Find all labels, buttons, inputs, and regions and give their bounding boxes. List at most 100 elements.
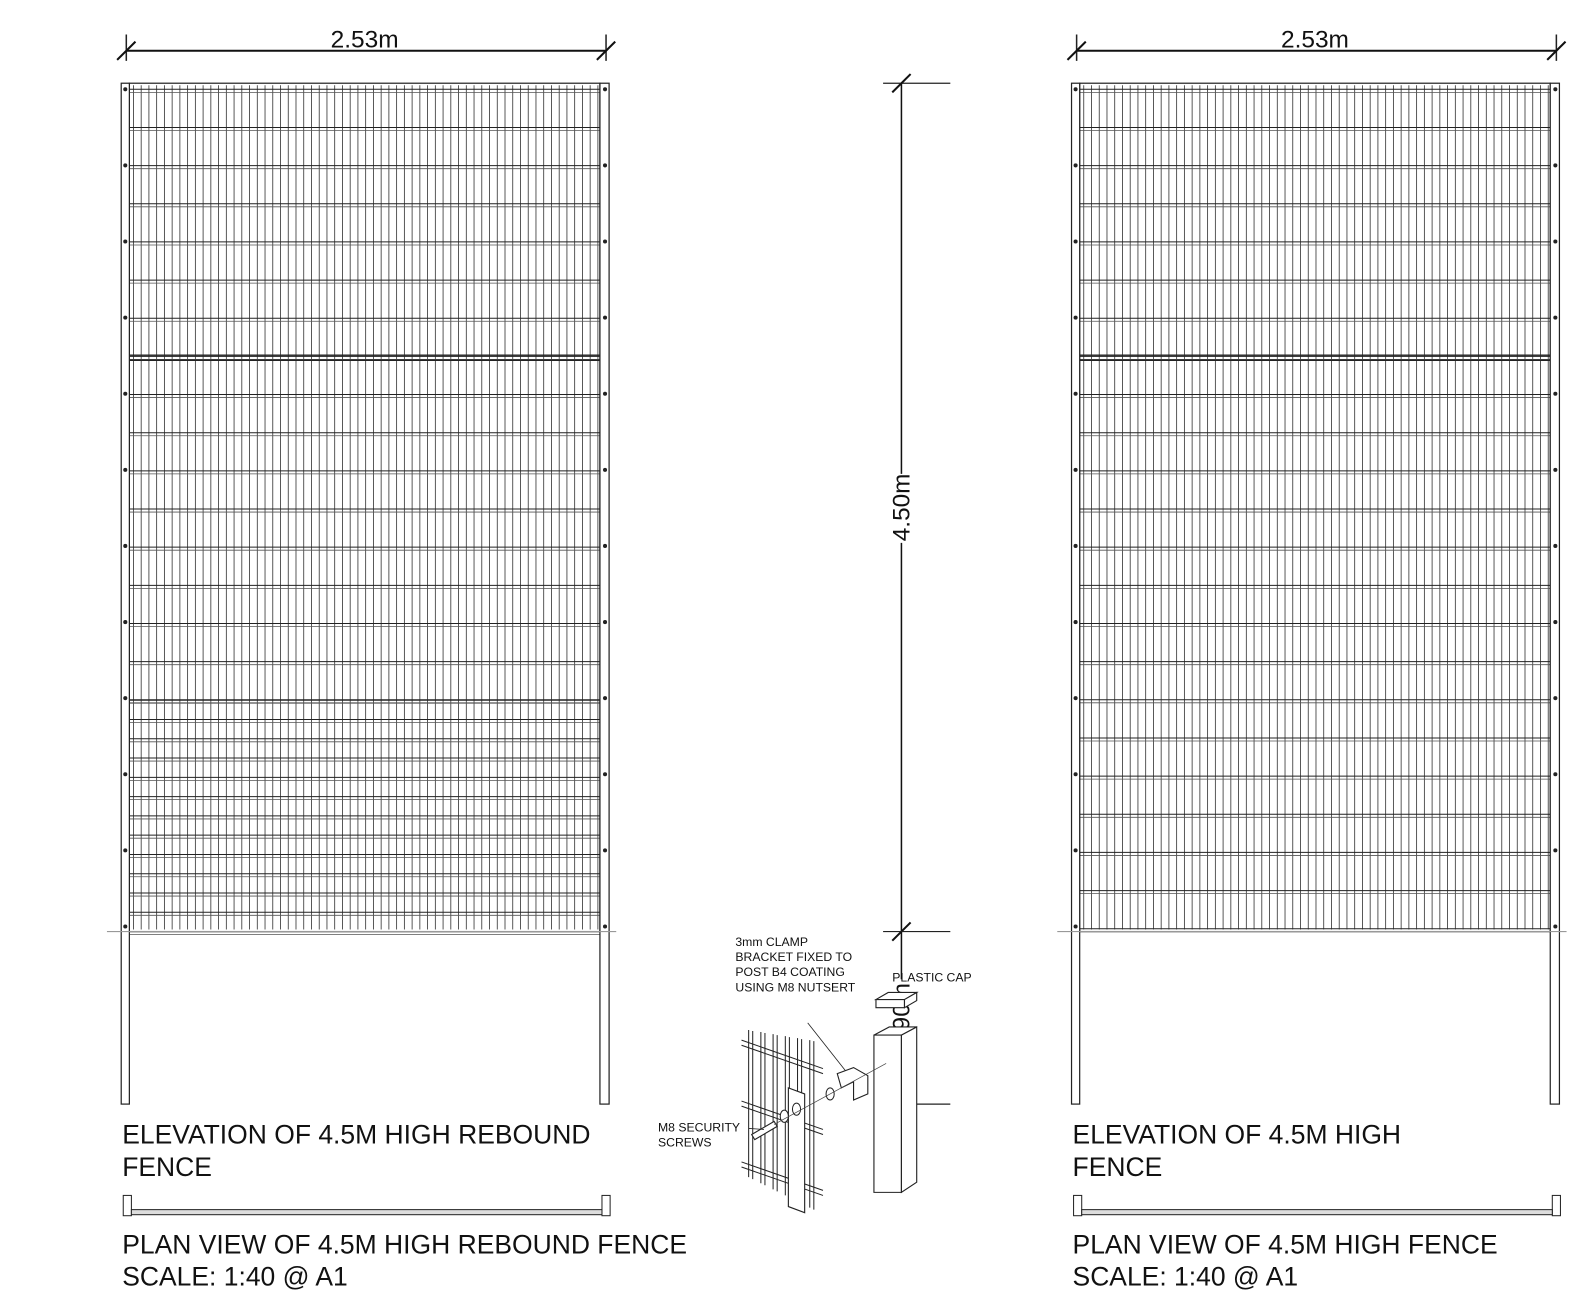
bolt [1553,163,1558,168]
bolt [602,696,608,701]
plan-post [122,1194,132,1217]
bolt [602,543,608,548]
bolt [123,772,128,777]
bolt [602,239,608,244]
detail-screw [750,1120,778,1141]
bolt [602,391,608,396]
bolt [123,315,128,320]
bolt [1073,924,1078,929]
callout-label: M8 SECURITY [658,1121,740,1135]
detail-post-side [900,1026,918,1194]
detail-mesh-wire [741,1039,824,1070]
dimension-label: 2.53m [331,27,399,54]
bolt [123,391,128,396]
plan-mesh [1081,1209,1553,1216]
bolt [1073,620,1078,625]
bolt [1553,391,1558,396]
dimension-label: 2.53m [1281,27,1349,54]
bolt [1073,315,1078,320]
plan-post [1551,1194,1561,1217]
scale-label: SCALE: 1:40 @ A1 [1073,1262,1299,1292]
bolt [1073,239,1078,244]
bolt [1073,848,1078,853]
detail-flat-bar [787,1087,806,1214]
bolt [1073,772,1078,777]
bolt [123,848,128,853]
dimension-tick [1546,40,1567,61]
leader-line [748,1128,764,1130]
dimension-tick [596,40,616,61]
detail-axis [773,1063,887,1125]
bolt [123,239,128,244]
plan-mesh [130,1209,603,1216]
bolt [602,467,608,472]
bolt [1073,543,1078,548]
bolt [602,772,608,777]
bolt [1073,467,1078,472]
callout-label: 3mm CLAMP [735,935,808,949]
elevation-title: ELEVATION OF 4.5M HIGH [1073,1120,1401,1150]
bolt [602,163,608,168]
dimension-tick [891,73,912,94]
bolt [1553,87,1558,92]
mesh-frame [1079,82,1551,933]
bolt [123,543,128,548]
dimension-label: 4.50m [889,474,916,542]
bolt [602,924,608,929]
callout-label: PLASTIC CAP [892,970,971,984]
detail-cap-side [903,991,918,1009]
plan-post [601,1194,611,1217]
dimension-tick [116,40,137,61]
bolt [123,87,128,92]
bolt [602,315,608,320]
bolt [1553,543,1558,548]
callout-label: POST B4 COATING [735,965,844,979]
detail-clamp [836,1066,869,1101]
bolt [123,696,128,701]
bolt [123,163,128,168]
elevation-title: FENCE [122,1152,212,1182]
callout-label: SCREWS [658,1136,712,1150]
post [1070,82,1081,1105]
mesh-frame [128,82,601,933]
post [599,82,610,1105]
bolt [123,467,128,472]
bolt [602,620,608,625]
detail-post [873,1034,902,1193]
plan-post [1073,1194,1083,1217]
plan-title: PLAN VIEW OF 4.5M HIGH FENCE [1073,1229,1498,1259]
bolt [1073,696,1078,701]
callout-label: USING M8 NUTSERT [735,980,855,994]
bolt [1553,696,1558,701]
bolt [1073,163,1078,168]
scale-label: SCALE: 1:40 @ A1 [122,1262,348,1292]
bolt [1553,315,1558,320]
elevation-title: FENCE [1073,1152,1163,1182]
leader-line [807,1022,846,1071]
bolt [1553,239,1558,244]
post [120,82,130,1105]
elevation-title: ELEVATION OF 4.5M HIGH REBOUND [122,1120,590,1150]
bolt [1553,772,1558,777]
plan-title: PLAN VIEW OF 4.5M HIGH REBOUND FENCE [122,1229,687,1259]
detail-cap [875,999,906,1009]
post [1549,82,1561,1105]
detail-mesh-wire [741,1161,824,1191]
bolt [123,620,128,625]
bolt [123,924,128,929]
bolt [1553,848,1558,853]
bolt [1073,87,1078,92]
detail-mesh-wire [741,1166,824,1196]
bolt [1553,924,1558,929]
detail-mesh-wire [741,1044,824,1075]
bolt [602,848,608,853]
bolt [602,87,608,92]
callout-label: BRACKET FIXED TO [735,950,852,964]
bolt [1553,467,1558,472]
bolt [1073,391,1078,396]
dimension-tick [1066,40,1087,61]
detail-washer [791,1102,802,1116]
bolt [1553,620,1558,625]
